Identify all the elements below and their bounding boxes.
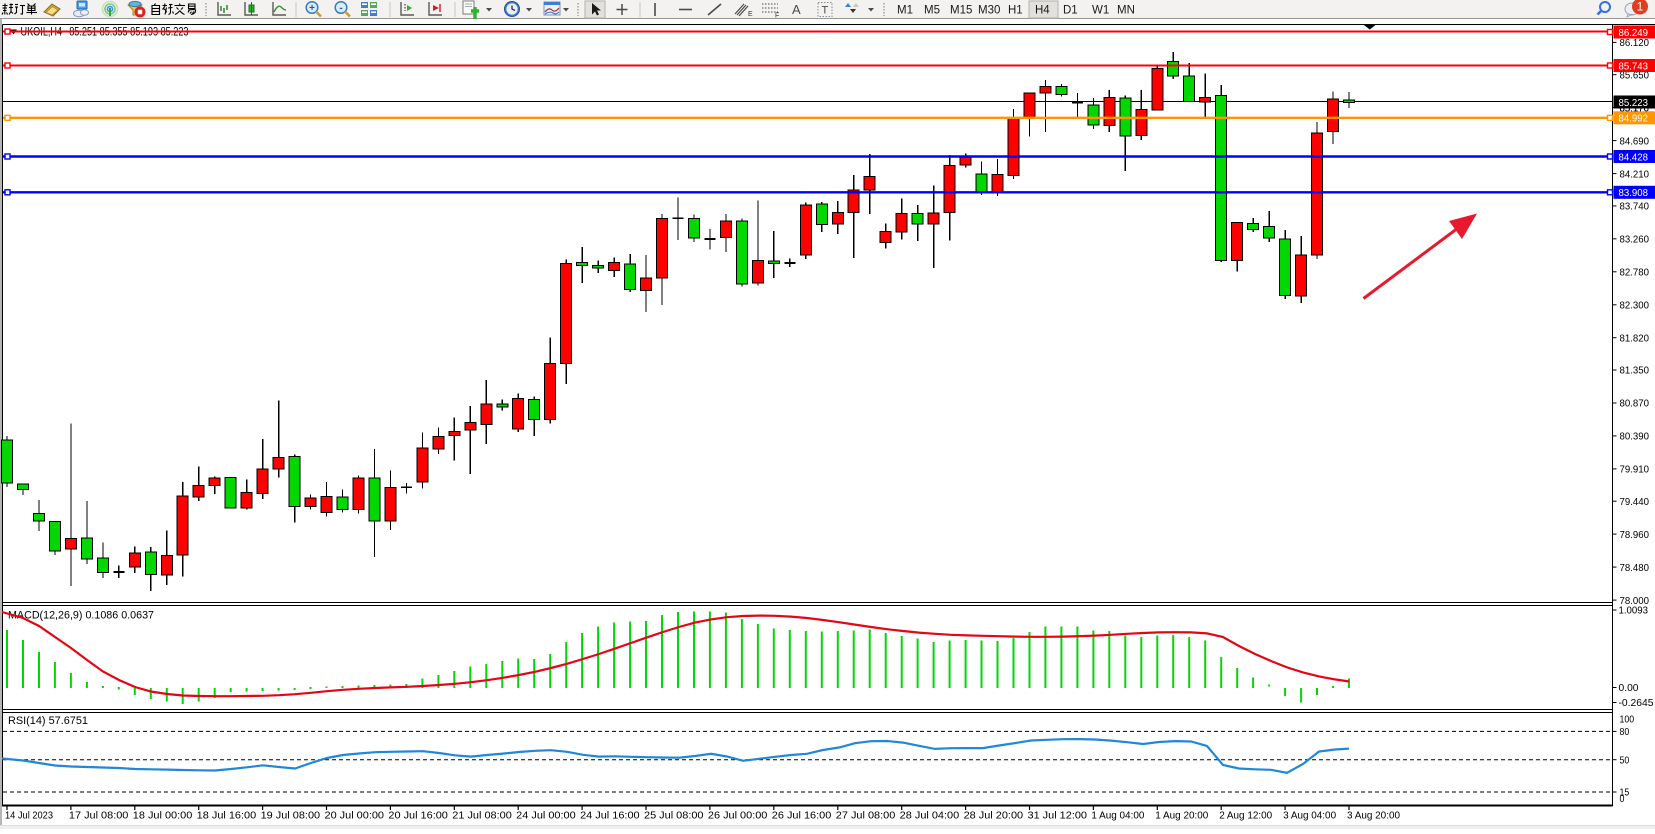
svg-text:85.743: 85.743 [1619, 60, 1649, 72]
svg-text:81.820: 81.820 [1620, 332, 1650, 344]
svg-text:83.908: 83.908 [1619, 187, 1649, 199]
svg-text:1 Aug 20:00: 1 Aug 20:00 [1155, 810, 1208, 822]
svg-text:M5: M5 [924, 5, 940, 17]
svg-text:-: - [339, 3, 342, 14]
svg-text:50: 50 [1620, 754, 1630, 766]
svg-text:M30: M30 [978, 5, 1000, 17]
svg-text:86.120: 86.120 [1620, 37, 1650, 49]
svg-text:80.390: 80.390 [1620, 431, 1650, 443]
svg-text:83.740: 83.740 [1620, 201, 1650, 213]
svg-text:100: 100 [1620, 713, 1635, 725]
svg-text:82.300: 82.300 [1620, 300, 1650, 312]
svg-text:W1: W1 [1092, 5, 1109, 17]
svg-text:17 Jul 08:00: 17 Jul 08:00 [69, 810, 129, 822]
svg-text:25 Jul 08:00: 25 Jul 08:00 [644, 810, 704, 822]
svg-text:78.960: 78.960 [1620, 529, 1650, 541]
svg-text:18 Jul 00:00: 18 Jul 00:00 [133, 810, 193, 822]
svg-text:27 Jul 08:00: 27 Jul 08:00 [836, 810, 896, 822]
svg-text:81.350: 81.350 [1620, 365, 1650, 377]
svg-text:H1: H1 [1008, 5, 1023, 17]
svg-text:24 Jul 16:00: 24 Jul 16:00 [580, 810, 640, 822]
svg-text:21 Jul 08:00: 21 Jul 08:00 [452, 810, 512, 822]
svg-text:3 Aug 20:00: 3 Aug 20:00 [1347, 810, 1400, 822]
svg-text:18 Jul 16:00: 18 Jul 16:00 [197, 810, 257, 822]
svg-text:1.0093: 1.0093 [1619, 605, 1649, 617]
svg-text:84.210: 84.210 [1620, 168, 1650, 180]
svg-text:+: + [309, 3, 315, 14]
svg-text:1 Aug 04:00: 1 Aug 04:00 [1091, 810, 1144, 822]
svg-text:MACD(12,26,9) 0.1086 0.0637: MACD(12,26,9) 0.1086 0.0637 [8, 610, 154, 622]
svg-text:28 Jul 20:00: 28 Jul 20:00 [964, 810, 1024, 822]
svg-text:28 Jul 04:00: 28 Jul 04:00 [900, 810, 960, 822]
svg-text:H4: H4 [1035, 5, 1050, 17]
svg-text:E: E [748, 11, 753, 18]
svg-text:RSI(14) 57.6751: RSI(14) 57.6751 [8, 715, 88, 727]
svg-text:31 Jul 12:00: 31 Jul 12:00 [1028, 810, 1088, 822]
svg-text:79.910: 79.910 [1620, 464, 1650, 476]
svg-text:26 Jul 00:00: 26 Jul 00:00 [708, 810, 768, 822]
svg-text:M1: M1 [897, 5, 913, 17]
svg-text:84.428: 84.428 [1619, 151, 1649, 163]
svg-text:-0.2645: -0.2645 [1619, 697, 1654, 709]
svg-text:24 Jul 00:00: 24 Jul 00:00 [516, 810, 576, 822]
svg-text:M15: M15 [950, 5, 972, 17]
svg-text:20 Jul 16:00: 20 Jul 16:00 [388, 810, 448, 822]
svg-text:83.260: 83.260 [1620, 234, 1650, 246]
svg-text:80.870: 80.870 [1620, 398, 1650, 410]
svg-text:84.690: 84.690 [1620, 135, 1650, 147]
svg-text:1: 1 [1637, 0, 1644, 14]
svg-text:79.440: 79.440 [1620, 496, 1650, 508]
svg-text:26 Jul 16:00: 26 Jul 16:00 [772, 810, 832, 822]
svg-text:3 Aug 04:00: 3 Aug 04:00 [1283, 810, 1336, 822]
svg-text:A: A [792, 2, 801, 17]
svg-text:82.780: 82.780 [1620, 267, 1650, 279]
svg-text:85.223: 85.223 [1619, 97, 1649, 109]
svg-text:0: 0 [1620, 793, 1625, 805]
svg-text:T: T [822, 5, 829, 17]
svg-text:19 Jul 08:00: 19 Jul 08:00 [261, 810, 321, 822]
svg-text:80: 80 [1620, 726, 1630, 738]
svg-text:F: F [775, 13, 779, 20]
svg-text:D1: D1 [1063, 5, 1078, 17]
svg-text:2 Aug 12:00: 2 Aug 12:00 [1219, 810, 1272, 822]
svg-text:84.992: 84.992 [1619, 113, 1649, 125]
svg-text:86.249: 86.249 [1619, 27, 1649, 39]
svg-text:0.00: 0.00 [1619, 682, 1639, 694]
svg-text:14 Jul 2023: 14 Jul 2023 [5, 810, 53, 822]
svg-text:78.480: 78.480 [1620, 562, 1650, 574]
svg-text:20 Jul 00:00: 20 Jul 00:00 [325, 810, 385, 822]
svg-text:MN: MN [1117, 5, 1135, 17]
